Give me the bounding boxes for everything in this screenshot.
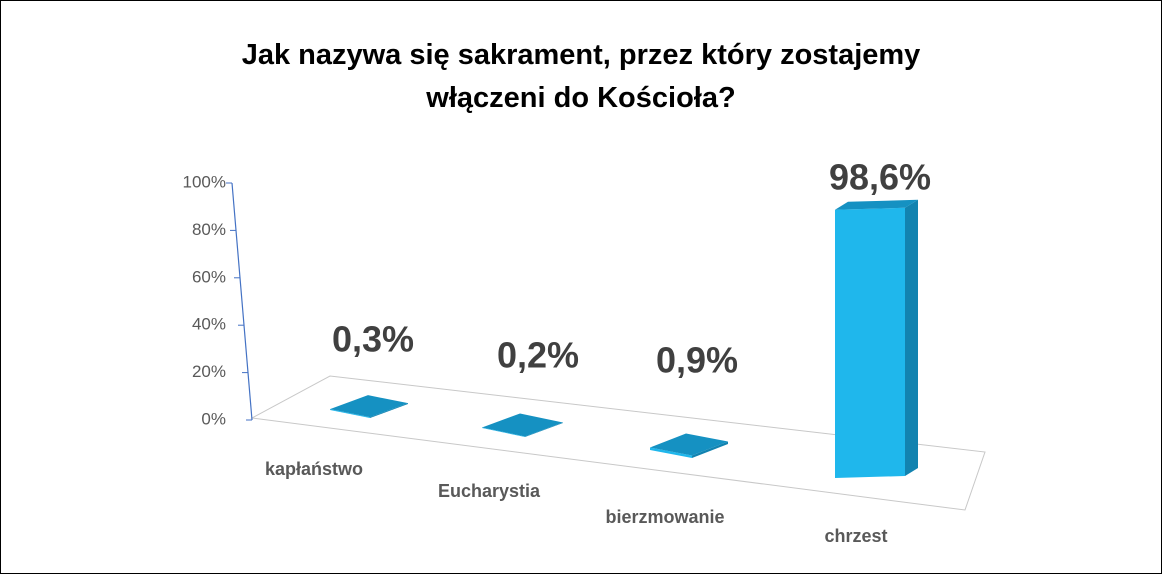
value-label: 0,9% bbox=[656, 340, 738, 381]
bar-top bbox=[330, 395, 408, 418]
y-tick-label: 80% bbox=[192, 220, 226, 239]
y-tick-label: 0% bbox=[201, 409, 226, 428]
bar-side bbox=[692, 441, 728, 458]
bar-front bbox=[650, 447, 692, 458]
bar bbox=[482, 413, 563, 437]
x-tick-label: bierzmowanie bbox=[605, 507, 724, 527]
value-label: 0,3% bbox=[332, 319, 414, 360]
value-label: 0,2% bbox=[497, 335, 579, 376]
x-tick-label: kapłaństwo bbox=[265, 459, 363, 479]
y-tick-label: 40% bbox=[192, 315, 226, 334]
bar-top bbox=[482, 413, 563, 437]
bar-top bbox=[835, 199, 918, 210]
bar bbox=[835, 199, 918, 479]
x-tick-label: Eucharystia bbox=[438, 481, 541, 501]
bar-side bbox=[370, 403, 408, 418]
x-tick-label: chrzest bbox=[824, 526, 887, 546]
value-label: 98,6% bbox=[829, 157, 931, 198]
y-axis bbox=[231, 182, 253, 421]
bar-top bbox=[650, 433, 728, 456]
bar bbox=[330, 395, 408, 418]
bar-side bbox=[905, 199, 918, 477]
bar-side bbox=[525, 422, 563, 437]
bar-front bbox=[835, 207, 905, 479]
bar bbox=[650, 433, 728, 458]
floor bbox=[250, 375, 986, 511]
y-tick-label: 100% bbox=[183, 172, 226, 191]
bar-front bbox=[482, 427, 525, 437]
bar-front bbox=[330, 409, 370, 418]
y-tick-label: 20% bbox=[192, 362, 226, 381]
chart-title: Jak nazywa się sakrament, przez który zo… bbox=[241, 39, 921, 114]
y-tick-label: 60% bbox=[192, 267, 226, 286]
